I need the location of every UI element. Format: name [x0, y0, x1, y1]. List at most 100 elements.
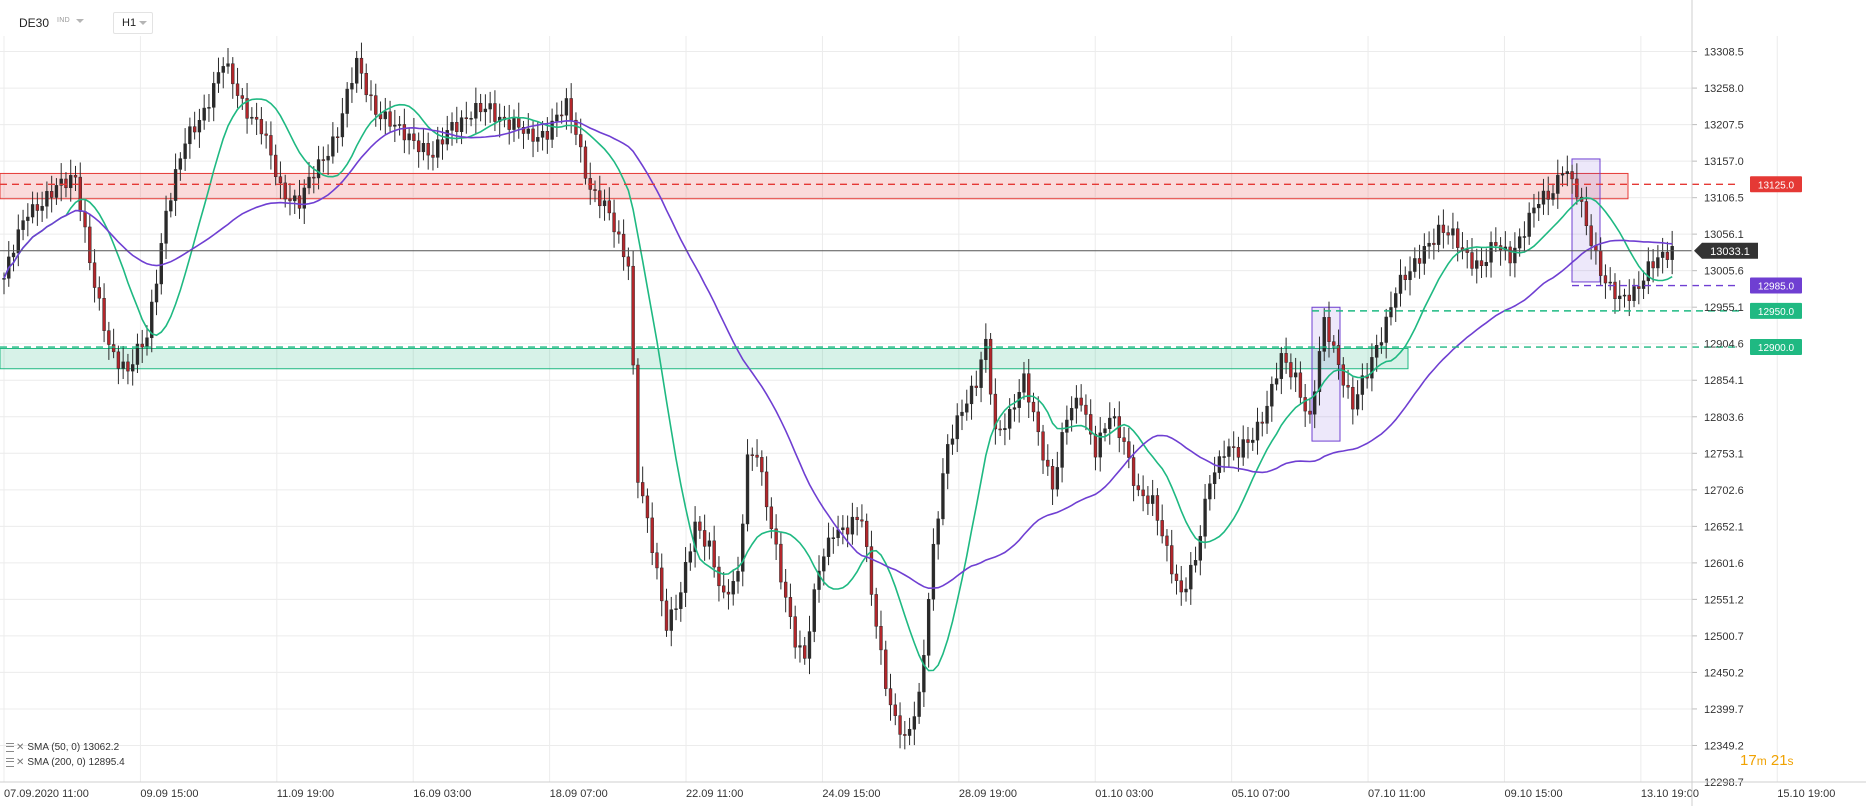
- candle-body: [1236, 447, 1241, 458]
- candle-body: [1217, 456, 1222, 473]
- candle-body: [1446, 232, 1450, 236]
- timeframe-select[interactable]: H1: [113, 12, 153, 34]
- candle-countdown: 17m 21s: [1740, 752, 1794, 769]
- candle-body: [1436, 224, 1441, 245]
- candle-body: [965, 403, 969, 413]
- candle-body: [650, 517, 654, 553]
- candle-body: [1155, 495, 1160, 521]
- candle-body: [679, 592, 683, 609]
- candle-body: [860, 519, 864, 522]
- settings-lines-icon[interactable]: [6, 743, 14, 752]
- candle-body: [550, 120, 554, 140]
- candle-body: [192, 126, 197, 133]
- candle-body: [1341, 364, 1345, 386]
- candle-body: [407, 133, 411, 141]
- candle-body: [474, 103, 478, 119]
- level-label-box: [1750, 176, 1802, 193]
- y-tick-label: 13106.5: [1704, 193, 1744, 205]
- timer-seconds: 21: [1770, 752, 1788, 769]
- candle-body: [11, 252, 16, 258]
- candle-body: [602, 200, 607, 207]
- candle-body: [788, 597, 793, 617]
- candle-body: [383, 111, 387, 120]
- candle-body: [1112, 416, 1117, 419]
- indicator-legend: ✕ SMA (50, 0) 13062.2 ✕ SMA (200, 0) 128…: [6, 740, 125, 770]
- candle-body: [1303, 397, 1307, 412]
- y-tick-label: 12803.6: [1704, 412, 1744, 424]
- candle-body: [1546, 190, 1550, 200]
- candle-body: [26, 216, 30, 221]
- candle-body: [1637, 286, 1641, 289]
- candle-body: [655, 552, 659, 569]
- candle-body: [693, 521, 697, 552]
- level-label: 12950.0: [1758, 307, 1795, 318]
- level-label: 12985.0: [1758, 282, 1795, 293]
- candle-body: [1041, 431, 1045, 461]
- level-label-box: [1750, 339, 1802, 356]
- settings-lines-icon[interactable]: [6, 758, 14, 767]
- candle-body: [779, 543, 783, 583]
- candle-body: [1560, 173, 1565, 176]
- candle-body: [512, 118, 516, 130]
- candle-body: [1165, 535, 1169, 546]
- candle-body: [221, 66, 225, 73]
- candle-body: [2, 278, 6, 280]
- candle-body: [745, 454, 750, 525]
- candle-body: [660, 567, 664, 602]
- x-tick-label: 18.09 07:00: [550, 788, 608, 800]
- y-tick-label: 13207.5: [1704, 120, 1744, 132]
- symbol-dropdown-icon[interactable]: [76, 19, 84, 23]
- candle-body: [907, 728, 912, 736]
- candle-body: [426, 143, 430, 156]
- candle-body: [545, 131, 550, 140]
- candle-body: [1003, 428, 1007, 431]
- candle-body: [793, 616, 797, 648]
- candle-body: [69, 175, 73, 189]
- candle-body: [440, 139, 445, 145]
- candle-body: [1141, 489, 1145, 497]
- candle-body: [922, 655, 926, 693]
- legend-row-sma200[interactable]: ✕ SMA (200, 0) 12895.4: [6, 755, 125, 770]
- timer-minutes-unit: m: [1756, 754, 1767, 768]
- highlight-box: [1311, 306, 1341, 442]
- x-tick-label: 24.09 15:00: [822, 788, 880, 800]
- symbol-name[interactable]: DE30: [19, 16, 50, 30]
- y-tick-label: 12753.1: [1704, 448, 1744, 460]
- candle-body: [78, 176, 82, 212]
- candle-body: [521, 127, 526, 134]
- candle-body: [488, 103, 492, 110]
- candle-body: [988, 338, 993, 395]
- candle-body: [478, 103, 483, 113]
- close-icon[interactable]: ✕: [16, 742, 25, 753]
- candle-body: [645, 495, 650, 519]
- candle-body: [1517, 236, 1522, 249]
- zone: [0, 172, 1629, 200]
- candle-body: [1193, 560, 1198, 566]
- candle-body: [1227, 446, 1231, 457]
- candle-body: [150, 301, 154, 339]
- x-tick-label: 09.10 15:00: [1504, 788, 1562, 800]
- sma-layer: [3, 98, 1673, 672]
- timeframe-label: H1: [122, 17, 137, 29]
- candle-body: [1084, 404, 1088, 415]
- candle-body: [431, 154, 435, 158]
- candle-body: [946, 444, 950, 474]
- candle-body: [355, 57, 359, 84]
- candle-body: [669, 609, 673, 631]
- candle-body: [702, 530, 707, 547]
- candle-body: [1355, 394, 1360, 410]
- candle-body: [903, 734, 907, 736]
- candle-body: [941, 473, 945, 520]
- close-icon[interactable]: ✕: [16, 757, 25, 768]
- candle-body: [1398, 274, 1403, 294]
- y-tick-label: 12955.1: [1704, 302, 1744, 314]
- y-tick-label: 13056.1: [1704, 229, 1744, 241]
- candle-body: [259, 119, 264, 135]
- candle-body: [1470, 252, 1474, 269]
- candle-body: [1522, 236, 1527, 238]
- candle-body: [1179, 580, 1183, 593]
- legend-row-sma50[interactable]: ✕ SMA (50, 0) 13062.2: [6, 740, 125, 755]
- x-tick-label: 01.10 03:00: [1095, 788, 1153, 800]
- candle-body: [579, 134, 583, 148]
